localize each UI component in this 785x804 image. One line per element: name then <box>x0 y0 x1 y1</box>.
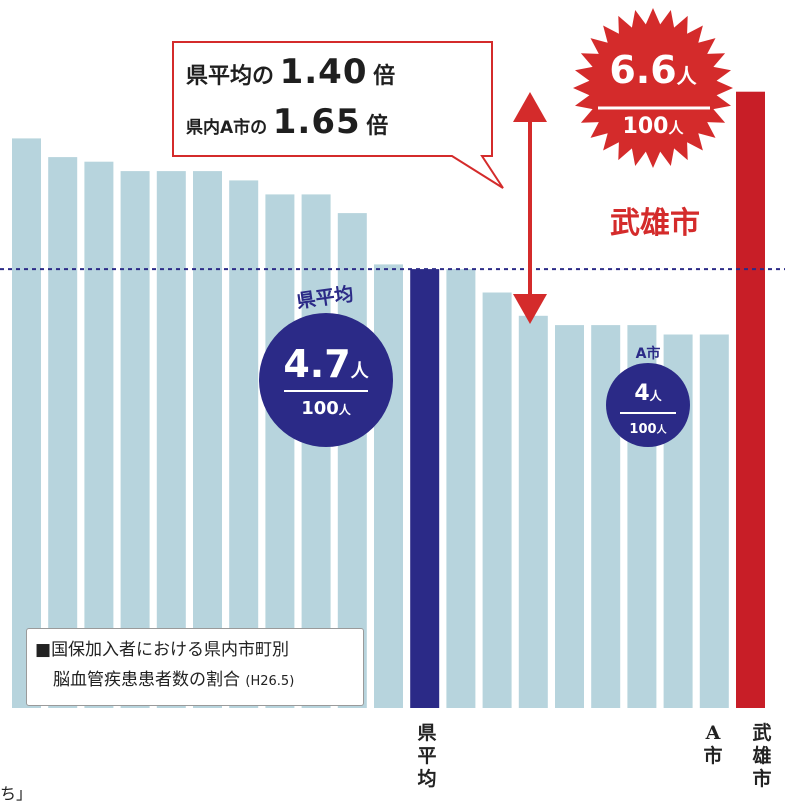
bars-layer <box>12 91 765 709</box>
callout-row2-value: 1.65 <box>272 102 361 142</box>
a-city-circle-badge <box>606 363 690 447</box>
footer-fragment: ち」 <box>0 784 33 803</box>
xlabel-average: 県平均 <box>412 722 442 791</box>
callout-row1-suffix: 倍 <box>373 64 396 89</box>
average-badge-value: 4.7 <box>283 342 351 386</box>
difference-arrow <box>513 92 547 324</box>
chart-legend-box: ■国保加入者における県内市町別 脳血管疾患患者数の割合 (H26.5) <box>26 628 364 706</box>
bar <box>555 325 584 708</box>
bar <box>518 315 548 708</box>
legend-title-line2: 脳血管疾患患者数の割合 <box>53 670 240 690</box>
bar <box>120 171 150 709</box>
average-badge-unit: 人 <box>350 361 369 382</box>
takeo-denominator-unit: 人 <box>668 119 684 137</box>
xlabel-takeo-text: 武雄市 <box>752 722 772 790</box>
a-city-badge-denominator: 100 <box>629 422 657 437</box>
bar <box>265 194 295 708</box>
takeo-value: 6.6 <box>609 48 677 92</box>
xlabel-takeo: 武雄市 <box>747 722 777 791</box>
bar-a-city <box>699 334 729 708</box>
bar <box>193 171 222 709</box>
a-city-badge-value: 4 <box>634 381 650 406</box>
bar <box>337 213 367 708</box>
xlabel-average-text: 県平均 <box>417 722 437 790</box>
legend-marker: ■ <box>35 640 52 660</box>
bar <box>156 171 186 709</box>
a-city-badge-denominator-unit: 人 <box>656 425 667 436</box>
a-city-badge-unit: 人 <box>649 389 662 403</box>
takeo-unit: 人 <box>676 64 697 88</box>
bar <box>374 264 403 708</box>
bar <box>446 269 476 708</box>
callout-row1-prefix: 県平均の <box>186 64 275 89</box>
bar <box>84 161 114 708</box>
callout-bubble <box>172 41 504 189</box>
takeo-starburst-badge <box>573 8 733 168</box>
bar <box>301 194 331 708</box>
bar-average <box>410 269 440 708</box>
legend-note: (H26.5) <box>245 674 295 689</box>
bar <box>482 292 512 708</box>
bar <box>12 138 41 708</box>
bar-takeo <box>736 91 765 708</box>
average-badge-denominator: 100 <box>301 398 339 419</box>
legend-title-line1: 国保加入者における県内市町別 <box>51 640 290 660</box>
callout-row2-suffix: 倍 <box>366 114 389 139</box>
takeo-denominator: 100 <box>622 114 669 139</box>
callout-row1-value: 1.40 <box>279 52 368 92</box>
bar <box>48 157 78 709</box>
callout-row2-prefix: 県内A市の <box>186 118 268 138</box>
average-badge-denominator-unit: 人 <box>338 403 351 417</box>
average-circle-badge <box>259 313 393 447</box>
takeo-name: 武雄市 <box>610 206 700 241</box>
a-city-badge-label: A市 <box>635 346 661 362</box>
